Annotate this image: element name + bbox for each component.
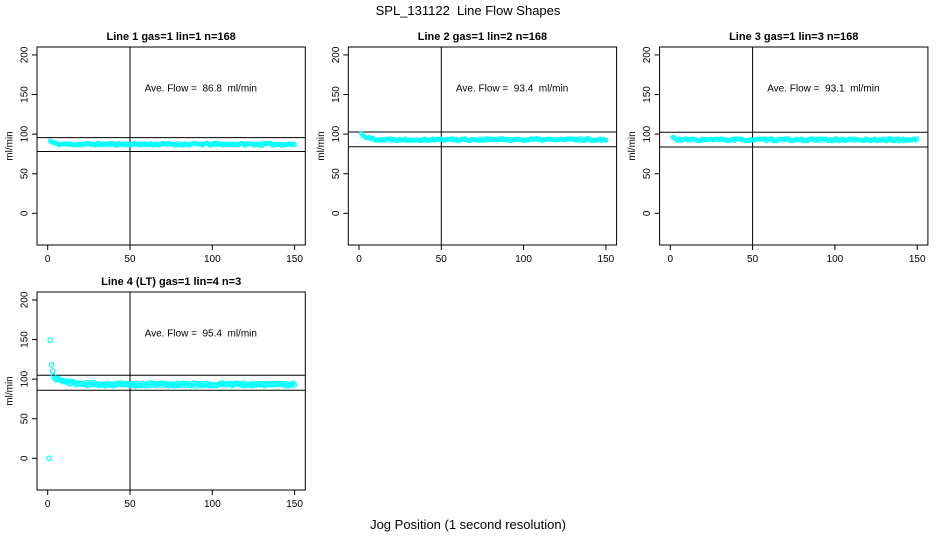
panel-3: Line 3 gas=1 lin=3 n=168 0 50 100 150 0 50 100 1…: [627, 31, 929, 265]
x-tick-label: 150: [598, 254, 615, 265]
x-axis-label: Jog Position (1 second resolution): [370, 517, 566, 532]
x-tick-label: 0: [668, 254, 674, 265]
y-tick-label: 100: [642, 125, 653, 142]
data-point: [914, 136, 920, 142]
data-point: [48, 361, 55, 368]
x-tick-label: 50: [747, 254, 759, 265]
y-tick-label: 0: [20, 210, 31, 216]
y-tick-label: 50: [20, 168, 31, 180]
ave-flow-annotation: Ave. Flow = 93.4 ml/min: [456, 83, 568, 94]
y-tick-label: 150: [20, 86, 31, 103]
y-tick-label: 150: [20, 331, 31, 348]
y-tick-label: 200: [20, 46, 31, 63]
data-point: [47, 337, 54, 344]
panel-title: Line 4 (LT) gas=1 lin=4 n=3: [101, 276, 241, 288]
y-tick-label: 100: [20, 370, 31, 387]
y-tick-label: 200: [331, 46, 342, 63]
plot-box: [347, 46, 618, 246]
y-tick-label: 0: [642, 210, 653, 216]
y-tick-label: 0: [331, 210, 342, 216]
data-point: [292, 142, 298, 147]
x-tick-label: 100: [515, 254, 532, 265]
data-point: [291, 382, 298, 388]
y-tick-label: 200: [642, 46, 653, 63]
y-tick-label: 50: [642, 168, 653, 180]
y-tick-label: 50: [331, 168, 342, 180]
y-axis-title: ml/min: [316, 131, 327, 160]
x-tick-label: 100: [204, 254, 221, 265]
y-tick-label: 100: [20, 125, 31, 142]
plot-box: [36, 291, 306, 491]
x-tick-label: 150: [909, 254, 926, 265]
ave-flow-annotation: Ave. Flow = 93.1 ml/min: [767, 83, 879, 94]
data-point: [46, 455, 52, 462]
plot-box: [36, 46, 306, 246]
data-point: [603, 137, 609, 143]
y-tick-label: 200: [20, 291, 31, 308]
y-axis-title: ml/min: [627, 131, 638, 160]
panel-title: Line 2 gas=1 lin=2 n=168: [418, 31, 547, 43]
x-tick-label: 50: [124, 254, 136, 265]
x-tick-label: 0: [45, 499, 51, 510]
data-point: [49, 368, 56, 375]
x-tick-label: 0: [45, 254, 51, 265]
plot-box: [659, 46, 929, 246]
points-group: [46, 337, 298, 462]
y-axis-title: ml/min: [5, 376, 16, 405]
panel-2: Line 2 gas=1 lin=2 n=168 0 50 100 150 0 50 100 1…: [316, 31, 618, 265]
y-tick-label: 150: [331, 86, 342, 103]
y-axis-title: ml/min: [5, 131, 16, 160]
x-tick-label: 150: [286, 254, 303, 265]
ave-flow-annotation: Ave. Flow = 95.4 ml/min: [145, 328, 257, 339]
x-tick-label: 100: [204, 499, 221, 510]
x-tick-label: 100: [827, 254, 844, 265]
ave-flow-annotation: Ave. Flow = 86.8 ml/min: [145, 83, 257, 94]
points-group: [47, 138, 298, 148]
data-point: [290, 380, 297, 387]
y-tick-label: 0: [20, 455, 31, 461]
y-tick-label: 50: [20, 413, 31, 425]
x-tick-label: 0: [356, 254, 362, 265]
figure-title: SPL_131122 Line Flow Shapes: [375, 3, 561, 18]
panel-1: Line 1 gas=1 lin=1 n=168 0 50 100 150 0 50 100 1…: [5, 31, 306, 265]
panel-4: Line 4 (LT) gas=1 lin=4 n=3 0 50 100 150 0 50 1…: [5, 276, 306, 510]
x-tick-label: 150: [286, 499, 303, 510]
points-group: [670, 134, 920, 144]
x-tick-label: 50: [124, 499, 136, 510]
points-group: [359, 130, 609, 144]
panel-title: Line 1 gas=1 lin=1 n=168: [106, 31, 235, 43]
x-tick-label: 50: [436, 254, 448, 265]
panel-title: Line 3 gas=1 lin=3 n=168: [729, 31, 858, 43]
y-tick-label: 100: [331, 125, 342, 142]
y-tick-label: 150: [642, 86, 653, 103]
